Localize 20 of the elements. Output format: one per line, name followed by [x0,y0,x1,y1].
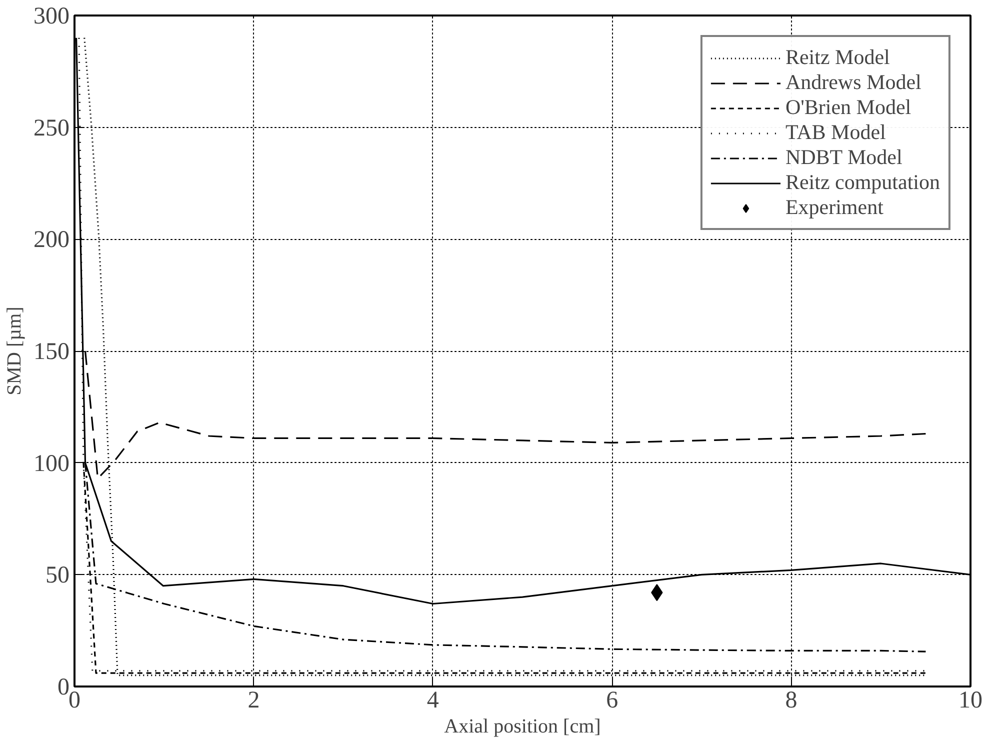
x-tick-label: 4 [426,688,439,714]
legend-label: TAB Model [785,120,886,145]
x-tick-label: 2 [248,688,260,714]
y-tick-label: 200 [34,227,70,254]
x-tick-label: 8 [785,688,798,714]
y-tick-label: 50 [46,562,70,589]
y-tick-label: 150 [34,339,70,365]
legend-label: Reitz Model [785,45,890,70]
y-tick-label: 300 [34,4,70,30]
legend-label: Andrews Model [785,70,922,95]
x-axis-title: Axial position [cm] [444,716,601,738]
legend-label: Experiment [785,195,884,220]
legend-label: O'Brien Model [785,95,912,120]
x-tick-label: 6 [606,688,618,714]
x-tick-label: 10 [958,688,982,714]
y-axis-title: SMD [µm] [4,306,26,396]
legend-label: NDBT Model [785,145,902,170]
legend-label: Reitz computation [785,170,940,195]
y-tick-label: 100 [34,450,70,477]
y-tick-label: 250 [34,115,70,142]
